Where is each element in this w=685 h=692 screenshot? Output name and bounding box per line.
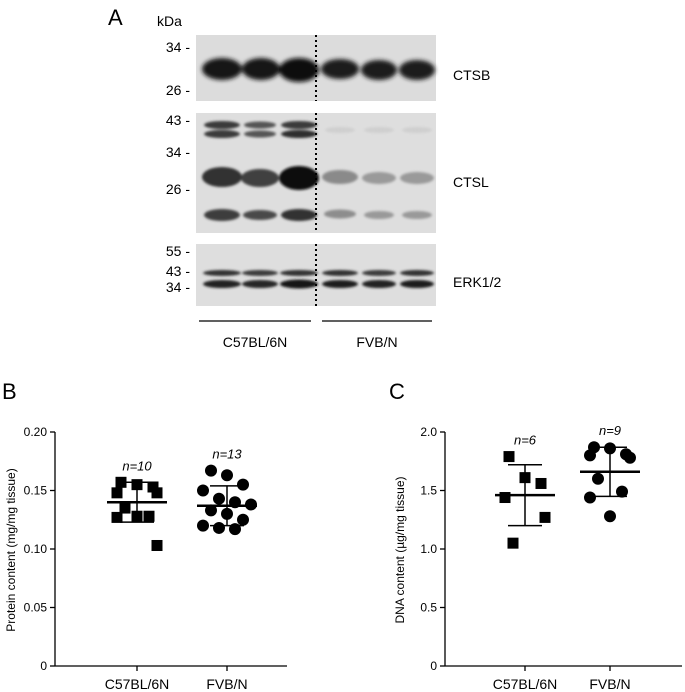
blot-erk-marker-34: 34 -: [166, 279, 190, 295]
blot-ctsl-bands: [202, 121, 434, 221]
panel-b-letter: B: [2, 379, 17, 404]
chart-b-n-annotation: n=10: [122, 458, 152, 473]
chart-b-point: [205, 504, 217, 517]
blot-ctsl-marker-26: 26 -: [166, 181, 190, 197]
panel-a: A kDa 34 - 26 - CTSB: [108, 5, 501, 350]
chart-c-x-tick-label: FVB/N: [589, 676, 630, 692]
panel-c-letter: C: [389, 379, 405, 404]
blot-ctsl-marker-34: 34 -: [166, 144, 190, 160]
chart-c-y-tick-label: 1.0: [420, 542, 437, 556]
chart-c-ylabel: DNA content (µg/mg tissue): [393, 477, 407, 624]
chart-c-y-tick-label: 2.0: [420, 425, 437, 439]
blot-erk: 55 - 43 - 34 - ERK1/2: [166, 243, 501, 306]
chart-c-point: [624, 451, 636, 464]
chart-b-point: [111, 511, 123, 523]
chart-c-n-annotation: n=9: [599, 423, 621, 438]
chart-b-point: [213, 492, 225, 505]
chart-c-point: [503, 451, 515, 463]
chart-b-point: [119, 502, 131, 514]
group-label-fvb: FVB/N: [356, 334, 397, 350]
blot-ctsb-label: CTSB: [453, 67, 490, 83]
chart-b-point: [111, 487, 123, 499]
chart-b-point: [147, 481, 159, 493]
chart-c-point: [507, 537, 519, 549]
chart-b-n-annotation: n=13: [212, 447, 242, 462]
chart-b-ylabel: Protein content (mg/mg tissue): [4, 468, 18, 631]
chart-b-y-tick-label: 0: [40, 659, 47, 673]
blot-ctsb-bands: [202, 58, 435, 82]
chart-b-point: [221, 469, 233, 482]
blot-erk-label: ERK1/2: [453, 274, 501, 290]
blot-ctsl: 43 - 34 - 26 - CTSL: [166, 112, 489, 233]
chart-b-x-tick-label: FVB/N: [206, 676, 247, 692]
chart-c-point: [592, 472, 604, 485]
panel-a-letter: A: [108, 5, 123, 30]
chart-c-y-tick-label: 0.5: [420, 601, 437, 615]
chart-c-point: [604, 510, 616, 523]
panel-c: C DNA content (µg/mg tissue) 0 0.5 1.0 1.5 2…: [389, 379, 682, 692]
blot-erk-bands: [203, 270, 434, 289]
chart-b-plot: 0 0.05 0.10 0.15 0.20 C57BL/6N n=10 FVB/N n=13: [24, 425, 287, 692]
chart-c-y-tick-label: 0: [430, 659, 437, 673]
chart-c-y-tick-label: 1.5: [420, 484, 437, 498]
chart-b-x-tick-label: C57BL/6N: [105, 676, 170, 692]
chart-c-point: [535, 477, 547, 489]
blot-ctsl-marker-43: 43 -: [166, 112, 190, 128]
chart-b-y-tick-label: 0.10: [24, 542, 48, 556]
chart-b-point: [151, 487, 163, 499]
chart-b-point: [213, 521, 225, 534]
panel-b: B Protein content (mg/mg tissue) 0 0.05 0.…: [2, 379, 287, 692]
group-label-c57: C57BL/6N: [223, 334, 288, 350]
chart-b-point: [197, 484, 209, 497]
chart-b-y-tick-label: 0.20: [24, 425, 48, 439]
chart-b-point: [205, 464, 217, 477]
blot-erk-marker-43: 43 -: [166, 263, 190, 279]
chart-b-point: [143, 510, 155, 522]
chart-c-point: [499, 492, 511, 504]
chart-c-x-tick-label: C57BL/6N: [493, 676, 558, 692]
chart-c-point: [616, 485, 628, 498]
chart-b-y-tick-label: 0.15: [24, 484, 48, 498]
chart-b-point: [237, 478, 249, 491]
chart-c-point: [584, 491, 596, 504]
chart-b-y-tick-label: 0.05: [24, 601, 48, 615]
chart-b-point: [237, 513, 249, 526]
chart-b-point: [197, 519, 209, 532]
chart-c-plot: 0 0.5 1.0 1.5 2.0 C57BL/6N n=6 FVB/N n=9: [420, 423, 682, 692]
blot-ctsb-marker-34: 34 -: [166, 39, 190, 55]
blot-ctsb: 34 - 26 - CTSB: [166, 35, 490, 101]
blot-ctsl-label: CTSL: [453, 174, 489, 190]
blot-erk-marker-55: 55 -: [166, 243, 190, 259]
blot-ctsb-marker-26: 26 -: [166, 82, 190, 98]
chart-c-n-annotation: n=6: [514, 433, 537, 448]
kda-unit-label: kDa: [157, 13, 182, 29]
chart-c-point: [539, 511, 551, 523]
chart-c-point: [584, 449, 596, 462]
chart-b-point: [151, 539, 163, 551]
